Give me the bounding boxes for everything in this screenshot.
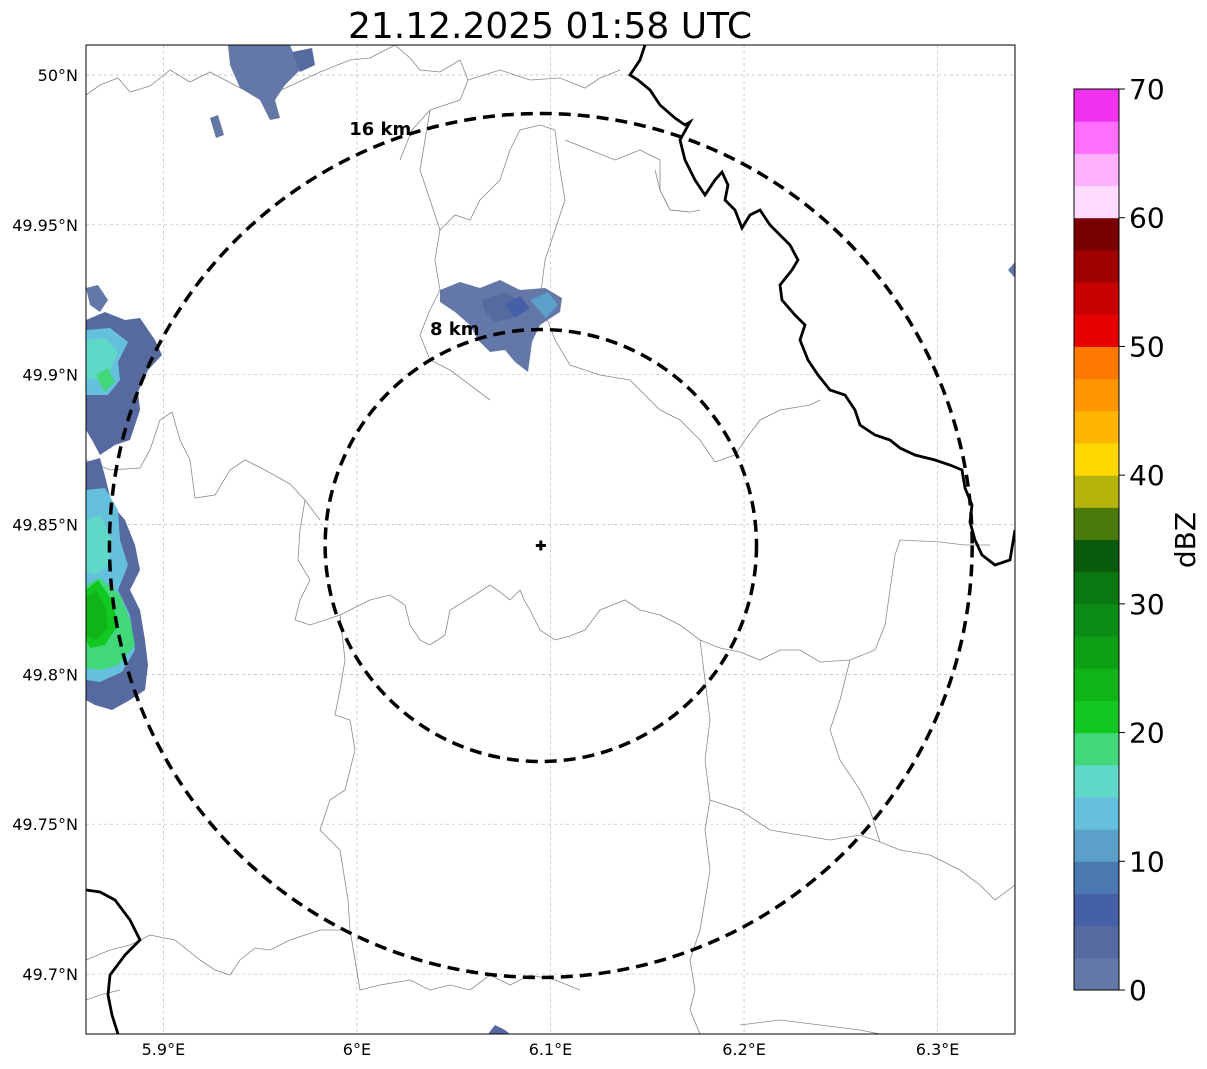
x-tick-label: 6.2°E bbox=[722, 1040, 766, 1059]
y-tick-label: 49.75°N bbox=[12, 815, 78, 834]
boundary-line bbox=[689, 639, 711, 1034]
boundary-line bbox=[739, 1019, 881, 1034]
echo-cluster-north bbox=[210, 45, 315, 138]
colorbar-tick-label: 40 bbox=[1129, 459, 1165, 492]
colorbar-segment bbox=[1074, 796, 1119, 830]
colorbar-segment bbox=[1074, 185, 1119, 219]
colorbar-segment bbox=[1074, 410, 1119, 444]
colorbar-segment bbox=[1074, 249, 1119, 283]
colorbar-tick-label: 20 bbox=[1129, 717, 1165, 750]
colorbar-segment bbox=[1074, 700, 1119, 734]
border-line bbox=[628, 45, 1015, 567]
colorbar-segment bbox=[1074, 153, 1119, 187]
colorbar-segment bbox=[1074, 893, 1119, 927]
dbz-colorbar bbox=[1073, 88, 1120, 991]
colorbar-segment bbox=[1074, 507, 1119, 540]
range-ring-label: 16 km bbox=[349, 119, 411, 140]
boundary-line bbox=[394, 45, 469, 161]
range-ring-labels: 8 km 16 km bbox=[349, 119, 479, 340]
colorbar-segment bbox=[1074, 957, 1119, 991]
range-ring-16km bbox=[107, 111, 974, 980]
map-title: 21.12.2025 01:58 UTC bbox=[348, 6, 752, 47]
colorbar-segment bbox=[1074, 668, 1119, 701]
boundary-line bbox=[86, 929, 345, 976]
y-axis-tick-labels: 50°N 49.95°N 49.9°N 49.85°N 49.8°N 49.75°N 49.… bbox=[12, 66, 78, 984]
map-frame bbox=[85, 44, 1016, 1035]
colorbar-segment bbox=[1074, 925, 1119, 959]
border-line bbox=[86, 888, 142, 1034]
boundary-line bbox=[86, 45, 396, 96]
colorbar-tick-label: 60 bbox=[1129, 202, 1165, 235]
colorbar-segment bbox=[1074, 121, 1119, 154]
boundary-line bbox=[86, 411, 321, 521]
boundary-line bbox=[467, 69, 621, 89]
echo-cluster-central bbox=[440, 280, 562, 372]
boundary-line bbox=[439, 124, 556, 231]
colorbar-segment bbox=[1074, 217, 1119, 251]
colorbar-tick-labels: 0 10 20 30 40 50 60 70 bbox=[1119, 73, 1165, 1007]
colorbar-segment bbox=[1074, 636, 1119, 669]
colorbar-tick-label: 30 bbox=[1129, 588, 1165, 621]
colorbar-segment bbox=[1074, 764, 1119, 798]
national-borders bbox=[86, 45, 1015, 1034]
boundary-line bbox=[654, 169, 701, 213]
municipal-boundaries bbox=[86, 45, 1015, 1034]
colorbar-tick-label: 0 bbox=[1129, 974, 1147, 1007]
boundary-line bbox=[294, 499, 990, 663]
colorbar-segment bbox=[1074, 475, 1119, 508]
boundary-line bbox=[829, 659, 881, 843]
y-tick-label: 49.95°N bbox=[12, 216, 78, 235]
x-tick-label: 6.1°E bbox=[529, 1040, 573, 1059]
x-axis-tick-labels: 5.9°E 6°E 6.1°E 6.2°E 6.3°E bbox=[142, 1040, 960, 1059]
colorbar-segment bbox=[1074, 571, 1119, 605]
boundary-line bbox=[539, 129, 821, 463]
y-tick-label: 49.7°N bbox=[22, 965, 78, 984]
echo-edge-south bbox=[488, 1025, 510, 1034]
radar-site-marker bbox=[535, 540, 546, 551]
colorbar-segment bbox=[1074, 442, 1119, 476]
colorbar-segment bbox=[1074, 314, 1119, 347]
x-tick-label: 5.9°E bbox=[142, 1040, 186, 1059]
colorbar-tick-label: 70 bbox=[1129, 73, 1165, 106]
colorbar-frame bbox=[1073, 88, 1120, 991]
range-rings bbox=[107, 111, 974, 980]
colorbar-segment bbox=[1074, 861, 1119, 894]
gridlines bbox=[86, 45, 1015, 1034]
colorbar-segment bbox=[1074, 603, 1119, 637]
echo-edge-east bbox=[1008, 262, 1015, 278]
colorbar-segment bbox=[1074, 539, 1119, 573]
x-tick-label: 6.3°E bbox=[916, 1040, 960, 1059]
colorbar-segment bbox=[1074, 732, 1119, 766]
colorbar-tick-label: 10 bbox=[1129, 845, 1165, 878]
x-tick-label: 6°E bbox=[343, 1040, 371, 1059]
colorbar-segment bbox=[1074, 346, 1119, 380]
colorbar-segment bbox=[1074, 829, 1119, 862]
colorbar-segment bbox=[1074, 89, 1119, 122]
y-tick-label: 49.9°N bbox=[22, 366, 78, 385]
y-tick-label: 50°N bbox=[38, 66, 78, 85]
colorbar-segment bbox=[1074, 378, 1119, 412]
y-tick-label: 49.8°N bbox=[22, 665, 78, 684]
colorbar-label: dBZ bbox=[1169, 512, 1202, 568]
range-ring-label: 8 km bbox=[430, 319, 480, 340]
colorbar-segment bbox=[1074, 282, 1119, 315]
boundary-line bbox=[319, 614, 581, 991]
boundary-line bbox=[86, 989, 121, 1001]
range-ring-8km bbox=[323, 327, 759, 764]
y-tick-label: 49.85°N bbox=[12, 516, 78, 535]
colorbar-tick-label: 50 bbox=[1129, 330, 1165, 363]
